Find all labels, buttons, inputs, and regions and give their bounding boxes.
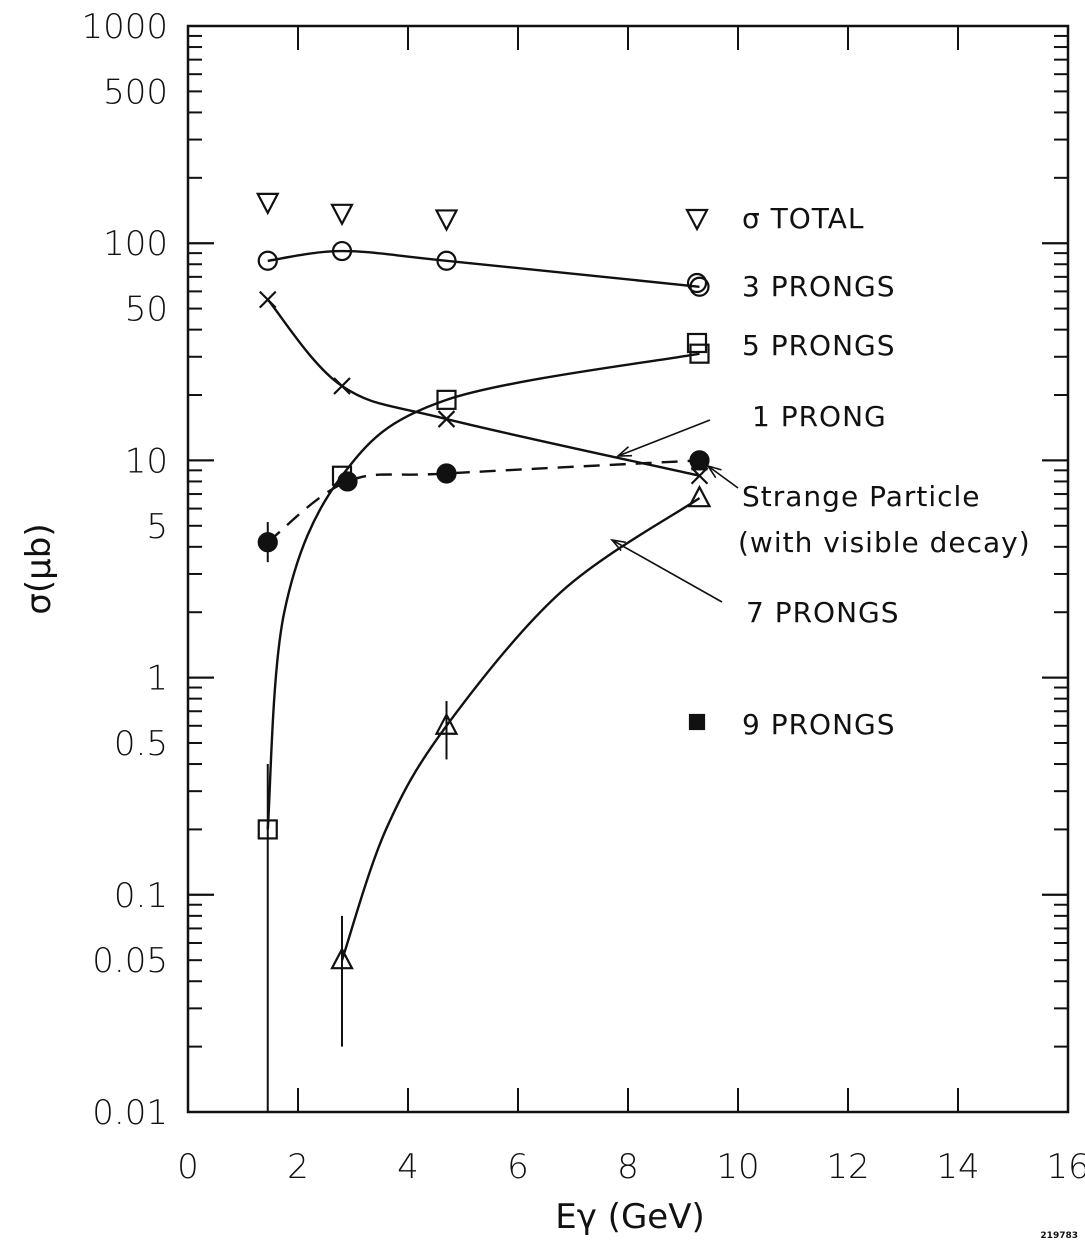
- label-total: σ TOTAL: [742, 202, 864, 235]
- x-axis-title: Eγ (GeV): [555, 1197, 704, 1237]
- curve-p7: [340, 497, 701, 961]
- legend-marker-p5: [686, 332, 708, 354]
- y-tick-label: 0.05: [92, 941, 168, 981]
- marker-p7: [687, 484, 712, 508]
- label-p7: 7 PRONGS: [746, 596, 900, 629]
- label-p5: 5 PRONGS: [742, 329, 896, 362]
- marker-p3: [689, 276, 710, 297]
- label-p9: 9 PRONGS: [742, 708, 896, 741]
- label-strange-line2: (with visible decay): [738, 526, 1031, 559]
- marker-p5: [689, 343, 710, 364]
- fitted-curves: [266, 249, 701, 961]
- y-tick-label: 0.1: [114, 876, 168, 916]
- pointer-strange: [707, 465, 739, 489]
- y-tick-label: 100: [103, 224, 168, 264]
- marker-total: [255, 192, 280, 216]
- y-tick-label: 0.01: [92, 1093, 168, 1133]
- y-tick-label: 500: [103, 72, 168, 112]
- pointer-1-prong: [617, 419, 711, 457]
- label-p3: 3 PRONGS: [742, 270, 896, 303]
- legend-marker-p9: [688, 713, 706, 731]
- curve-p1: [266, 298, 700, 477]
- pointer-strange-head: [706, 464, 722, 479]
- axis-ticks: [188, 25, 1068, 1113]
- y-tick-label: 10: [125, 441, 168, 481]
- series-labels: σ TOTAL 3 PRONGS 5 PRONGS 1 PRONG Strange Pa…: [609, 202, 1031, 741]
- marker-p3: [257, 250, 278, 271]
- y-tick-label: 5: [146, 507, 168, 547]
- curve-strange: [267, 459, 700, 544]
- pointer-7-prongs: [611, 539, 723, 603]
- curve-p5: [266, 352, 700, 830]
- tick-labels: 0 2 4 6 8 10 12 14 16 0.01 0.05 0.1 0.5 1 5 10 50 100 500 1…: [81, 7, 1085, 1187]
- x-tick-label: 8: [617, 1147, 639, 1187]
- legend-marker-total: [685, 208, 709, 232]
- y-tick-label: 1: [146, 659, 168, 699]
- pointer-1-prong-head: [615, 446, 633, 457]
- marker-strange: [337, 471, 358, 492]
- marker-p5: [436, 389, 457, 410]
- y-tick-label: 0.5: [114, 724, 168, 764]
- pointer-7-prongs-head: [609, 538, 626, 552]
- y-tick-label: 1000: [81, 7, 168, 47]
- x-tick-label: 4: [397, 1147, 419, 1187]
- x-tick-label: 6: [507, 1147, 529, 1187]
- marker-p7: [330, 946, 354, 970]
- x-tick-label: 0: [177, 1147, 199, 1187]
- x-tick-label: 2: [287, 1147, 309, 1187]
- marker-p3: [331, 240, 353, 262]
- marker-p3: [436, 250, 457, 271]
- marker-p5: [257, 819, 278, 840]
- marker-p1: [258, 290, 277, 309]
- marker-total: [434, 209, 459, 232]
- marker-strange: [257, 532, 278, 553]
- x-tick-label: 14: [936, 1147, 979, 1187]
- x-tick-label: 12: [826, 1147, 869, 1187]
- x-tick-label: 10: [716, 1147, 759, 1187]
- marker-p1: [437, 410, 456, 428]
- label-strange: Strange Particle: [742, 480, 981, 513]
- legend-marker-p3: [686, 272, 708, 294]
- plot-frame: [186, 24, 1070, 1114]
- curve-p3: [267, 249, 700, 288]
- error-bars: [266, 522, 448, 1112]
- marker-p7: [434, 712, 459, 735]
- marker-p9: [691, 454, 708, 471]
- marker-strange: [436, 463, 457, 484]
- figure-code: 219783: [1040, 1231, 1078, 1241]
- label-p1: 1 PRONG: [752, 400, 887, 433]
- y-axis-title: σ(μb): [19, 523, 59, 614]
- marker-total: [330, 203, 354, 227]
- x-tick-label: 16: [1046, 1147, 1085, 1187]
- data-markers: [255, 192, 712, 970]
- y-tick-label: 50: [125, 290, 168, 330]
- marker-p1: [333, 377, 351, 395]
